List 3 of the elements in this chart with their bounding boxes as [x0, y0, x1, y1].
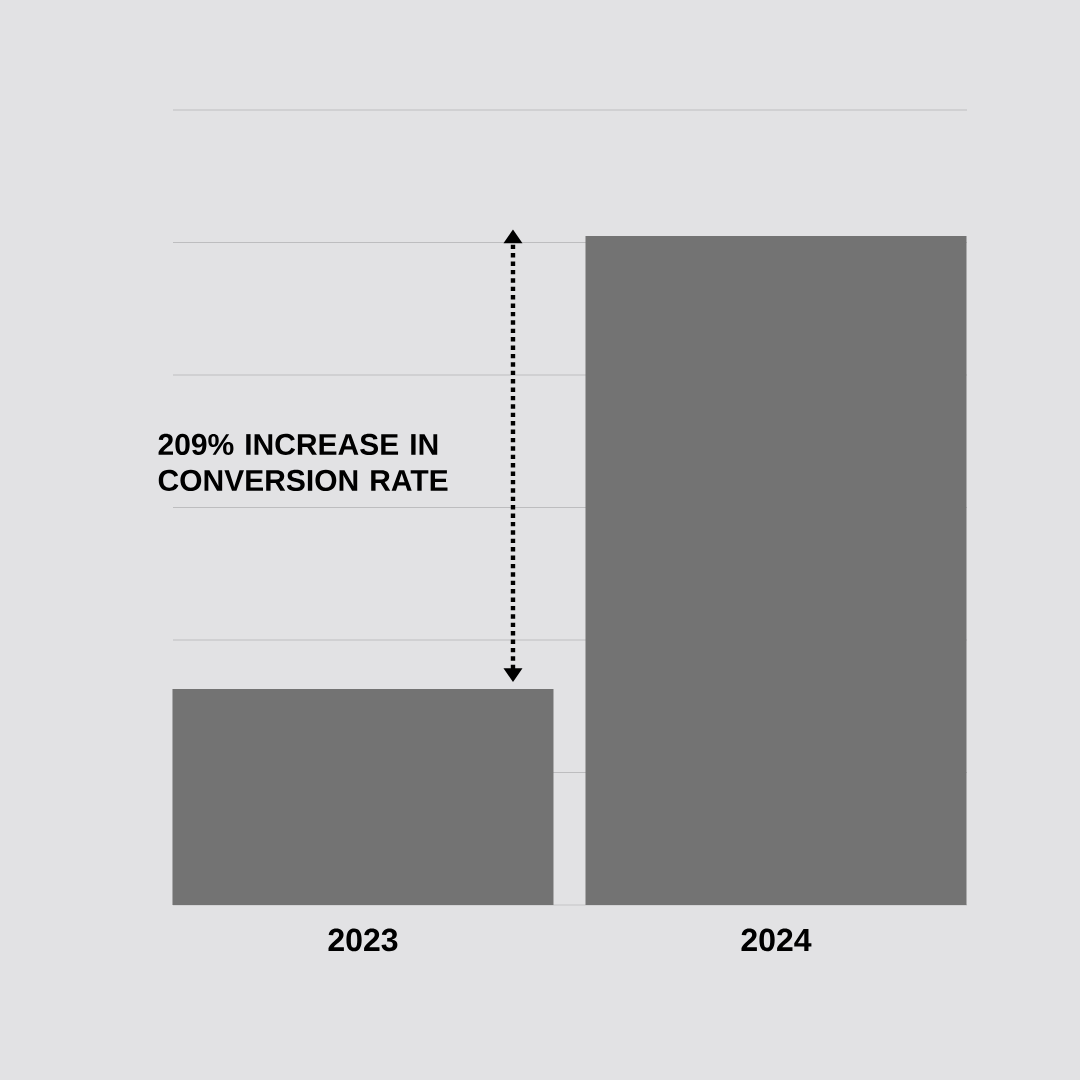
annotation: 209% INCREASE IN CONVERSION RATE: [158, 433, 448, 492]
x-tick-label: 2023: [328, 928, 398, 952]
x-tick-label: 2024: [741, 928, 812, 952]
